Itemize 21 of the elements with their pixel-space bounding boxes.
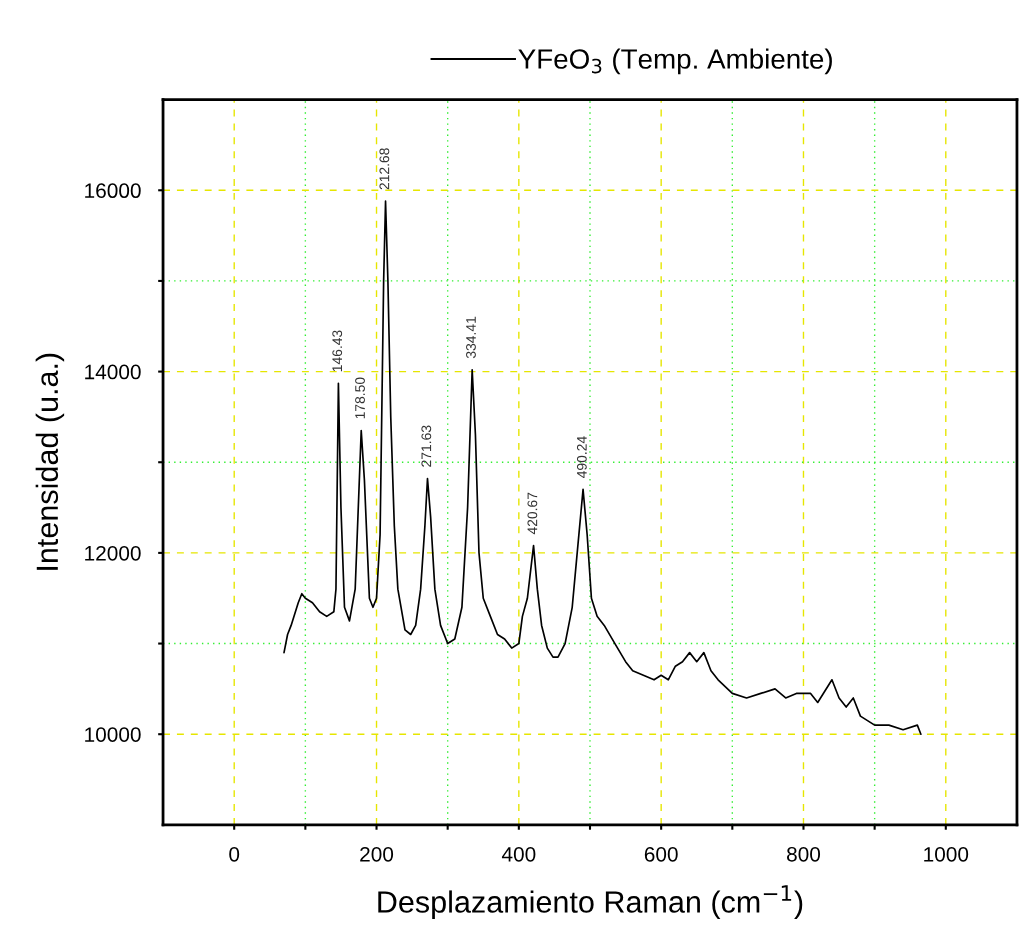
y-tick-label: 16000 [85,183,141,199]
x-tick-label: 400 [501,846,536,862]
y-tick-label: 10000 [85,727,141,742]
y-tick-label: 14000 [85,364,141,380]
annotation: 490.24 [576,436,587,479]
annotation: 146.43 [332,330,343,372]
x-axis-title: Desplazamiento Raman (cm$^{−1}$) [378,885,803,919]
x-tick-label: 800 [787,846,821,862]
x-tick-label: 0 [229,846,240,862]
line-series [283,200,922,736]
legend-label: YFeO$_{3}$ (Temp. Ambiente) [518,48,832,75]
annotation: 271.63 [421,425,432,467]
annotation: 334.41 [466,316,476,359]
x-tick-label: 1000 [924,846,969,862]
annotation: 178.50 [355,377,365,419]
x-tick-label: 600 [644,846,678,862]
y-axis-title: Intensidad (u.a.) [35,353,65,570]
y-tick-label: 12000 [85,545,141,561]
annotation: 420.67 [527,492,538,535]
annotation: 212.68 [379,148,390,190]
x-tick-label: 200 [360,846,394,862]
